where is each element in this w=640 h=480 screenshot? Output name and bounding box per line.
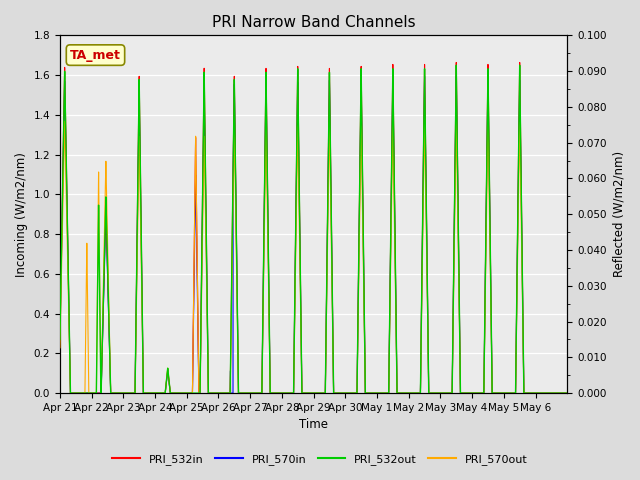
Text: TA_met: TA_met (70, 48, 121, 61)
X-axis label: Time: Time (299, 419, 328, 432)
Legend: PRI_532in, PRI_570in, PRI_532out, PRI_570out: PRI_532in, PRI_570in, PRI_532out, PRI_57… (108, 450, 532, 469)
Title: PRI Narrow Band Channels: PRI Narrow Band Channels (212, 15, 415, 30)
Y-axis label: Reflected (W/m2/nm): Reflected (W/m2/nm) (612, 151, 625, 277)
Y-axis label: Incoming (W/m2/nm): Incoming (W/m2/nm) (15, 152, 28, 276)
